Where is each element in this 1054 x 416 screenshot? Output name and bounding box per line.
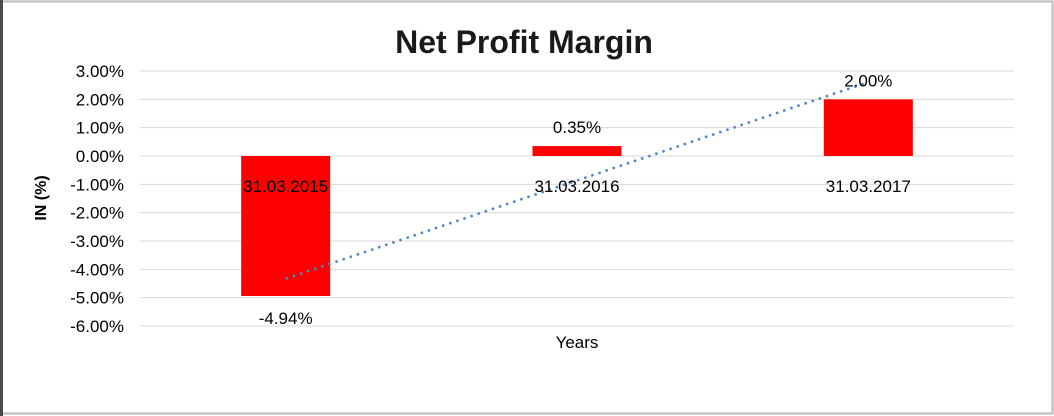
category-labels-group: 31.03.2015 31.03.2016 31.03.2017 xyxy=(243,177,911,196)
x-category-label: 31.03.2015 xyxy=(243,177,328,196)
y-tick-label: -6.00% xyxy=(70,317,124,336)
data-label: 0.35% xyxy=(553,118,601,137)
y-tick-label: 3.00% xyxy=(76,62,124,81)
y-tick-label: -2.00% xyxy=(70,204,124,223)
bar-31.03.2015 xyxy=(241,156,331,296)
y-tick-label: 2.00% xyxy=(76,90,124,109)
data-label: -4.94% xyxy=(259,309,313,328)
bar-31.03.2017 xyxy=(823,99,913,156)
y-tick-label: 0.00% xyxy=(76,147,124,166)
bars-group xyxy=(241,99,913,296)
y-tick-label: 1.00% xyxy=(76,119,124,138)
y-axis-tick-labels-group: 3.00% 2.00% 1.00% 0.00% -1.00% -2.00% -3.00% -4… xyxy=(70,62,124,336)
data-labels-group: -4.94% 0.35% 2.00% xyxy=(259,71,893,328)
y-tick-label: -4.00% xyxy=(70,260,124,279)
trendline xyxy=(285,80,869,280)
x-axis-title: Years xyxy=(556,333,599,352)
data-label: 2.00% xyxy=(844,71,892,90)
y-tick-label: -1.00% xyxy=(70,175,124,194)
x-category-label: 31.03.2016 xyxy=(534,177,619,196)
y-axis-title: IN (%) xyxy=(33,175,50,220)
bar-31.03.2016 xyxy=(532,146,622,156)
y-tick-label: -3.00% xyxy=(70,232,124,251)
chart-title: Net Profit Margin xyxy=(395,24,653,60)
y-tick-label: -5.00% xyxy=(70,289,124,308)
x-category-label: 31.03.2017 xyxy=(826,177,911,196)
trendline-group xyxy=(285,80,869,280)
